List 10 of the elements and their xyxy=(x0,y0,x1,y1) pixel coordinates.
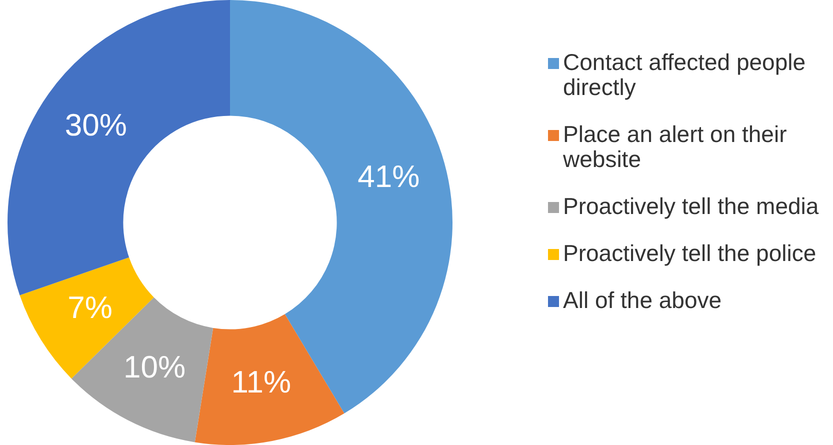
legend-label: Proactively tell the police xyxy=(563,240,816,266)
data-label: 10% xyxy=(124,349,186,384)
data-label: 41% xyxy=(358,159,420,194)
legend-label: Proactively tell the media xyxy=(563,193,819,219)
data-label: 7% xyxy=(68,290,112,325)
legend-label: Place an alert on their website xyxy=(563,121,788,172)
data-label: 30% xyxy=(64,108,127,143)
legend-label: All of the above xyxy=(563,287,722,313)
legend-label: Contact affected people directly xyxy=(563,49,807,100)
data-label: 11% xyxy=(231,364,292,400)
